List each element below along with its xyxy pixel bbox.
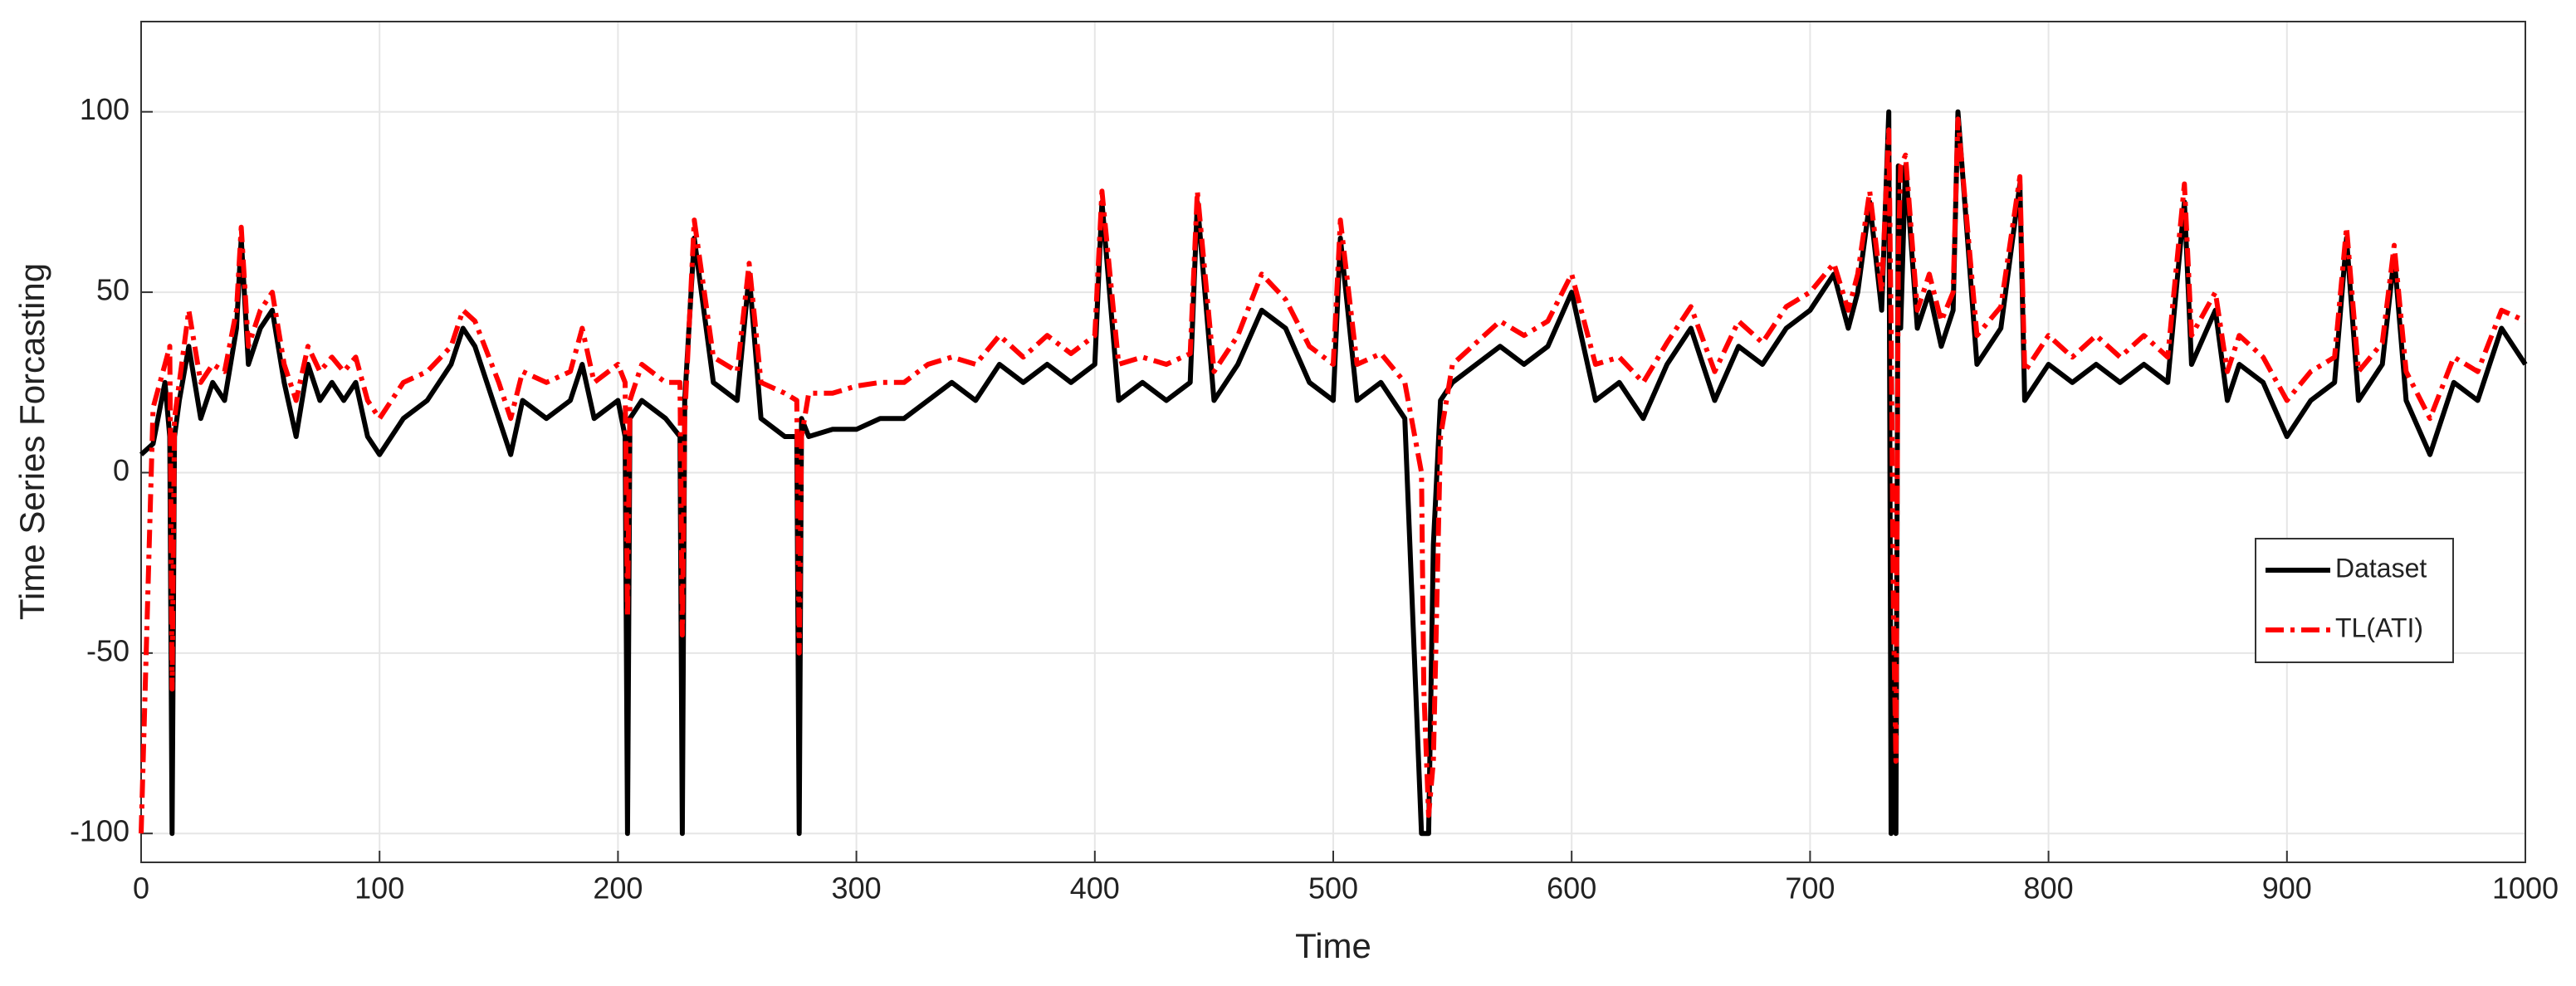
legend-box bbox=[2255, 538, 2454, 663]
y-tick-label: 50 bbox=[96, 273, 130, 307]
x-tick-label: 1000 bbox=[2492, 871, 2559, 905]
y-tick-label: -100 bbox=[70, 814, 130, 848]
legend-label: TL(ATI) bbox=[2335, 613, 2423, 642]
x-tick-label: 400 bbox=[1070, 871, 1120, 905]
y-axis-label: Time Series Forcasting bbox=[12, 263, 51, 620]
series-line bbox=[139, 116, 2527, 834]
x-tick-label: 0 bbox=[133, 871, 149, 905]
legend-label: Dataset bbox=[2335, 553, 2427, 583]
y-tick-label: 0 bbox=[113, 453, 130, 487]
x-tick-label: 600 bbox=[1547, 871, 1596, 905]
x-tick-label: 100 bbox=[354, 871, 404, 905]
x-tick-label: 200 bbox=[593, 871, 643, 905]
y-tick-label: -50 bbox=[86, 633, 130, 667]
plot-frame bbox=[140, 21, 2526, 863]
x-tick-label: 900 bbox=[2262, 871, 2312, 905]
x-tick-label: 300 bbox=[832, 871, 882, 905]
x-axis-label: Time bbox=[1295, 926, 1371, 965]
x-tick-label: 500 bbox=[1308, 871, 1358, 905]
x-tick-label: 800 bbox=[2024, 871, 2074, 905]
x-tick-label: 700 bbox=[1785, 871, 1835, 905]
series-line bbox=[139, 109, 2528, 837]
y-tick-label: 100 bbox=[80, 92, 130, 126]
